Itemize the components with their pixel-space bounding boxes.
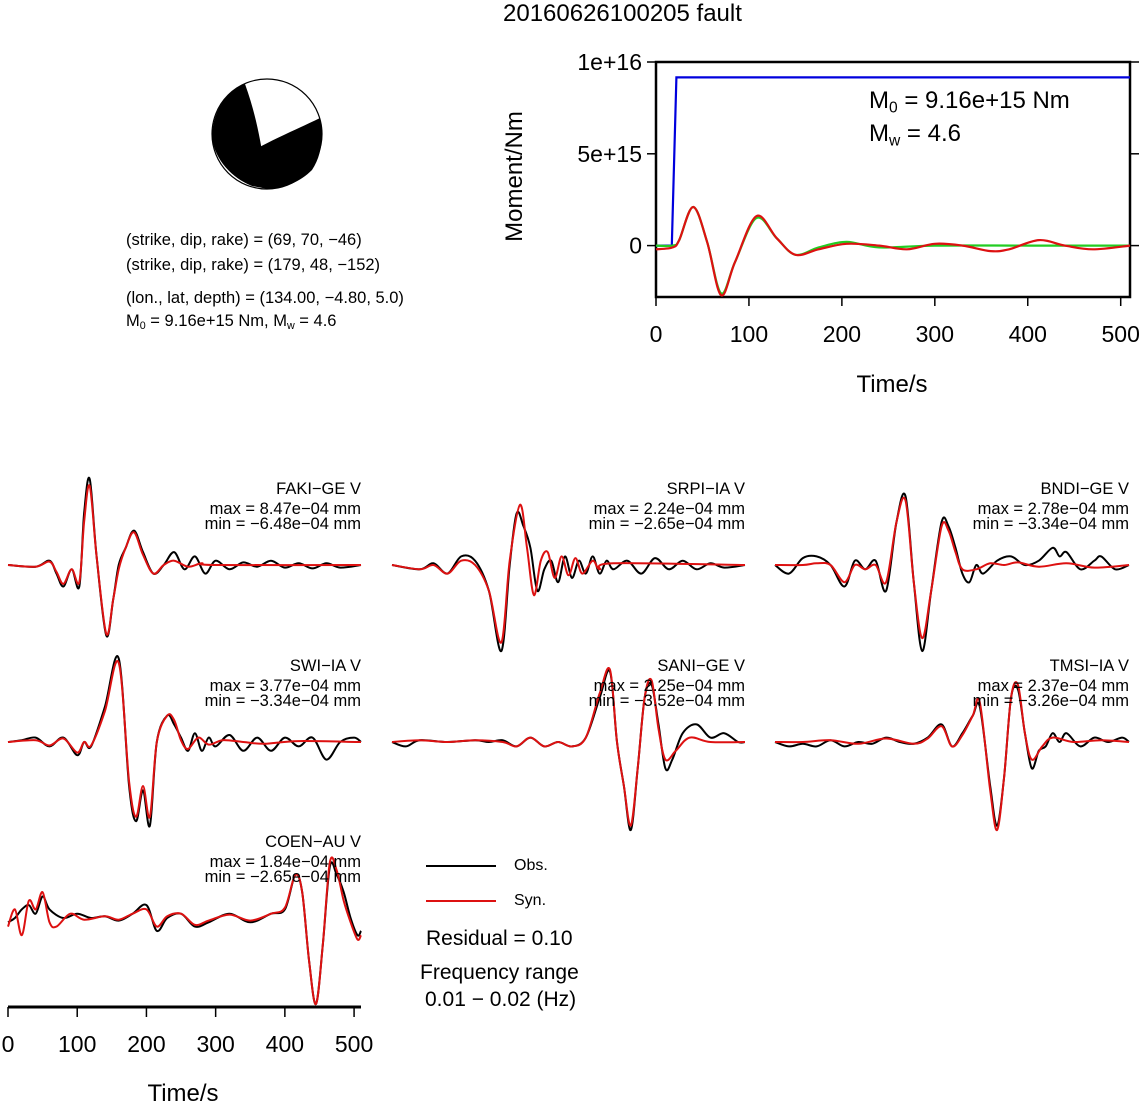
waveform-xlabel: Time/s bbox=[147, 1080, 218, 1104]
beachball-quadrant-2 bbox=[240, 118, 322, 189]
synthetic-waveform bbox=[774, 496, 1130, 640]
station-min: min = −2.65e−04 mm bbox=[589, 515, 745, 533]
nodal-plane-2: (strike, dip, rake) = (179, 48, −152) bbox=[126, 256, 381, 274]
station-min: min = −6.48e−04 mm bbox=[205, 515, 361, 533]
synthetic-waveform bbox=[7, 856, 362, 1006]
station-name: SANI−GE V bbox=[657, 657, 745, 675]
station-max: max = 3.77e−04 mm bbox=[210, 677, 361, 695]
station-min: min = −3.26e−04 mm bbox=[973, 692, 1129, 710]
synthetic-waveform bbox=[7, 484, 362, 636]
magnitude-summary: M0 = 9.16e+15 Nm, Mw = 4.6 bbox=[126, 312, 337, 333]
station-max: max = 1.84e−04 mm bbox=[210, 853, 361, 871]
residual-label: Residual = 0.10 bbox=[426, 927, 573, 950]
synthetic-waveform bbox=[391, 503, 746, 644]
station-max: max = 2.37e−04 mm bbox=[978, 677, 1129, 695]
station-max: max = 2.25e−04 mm bbox=[594, 677, 745, 695]
synthetic-waveform bbox=[7, 659, 362, 819]
moment-series-stf bbox=[655, 205, 1130, 295]
legend-lines bbox=[426, 865, 496, 902]
moment-xtick-label: 500 bbox=[1102, 321, 1140, 347]
beachball bbox=[211, 78, 323, 190]
station-name: COEN−AU V bbox=[265, 833, 361, 851]
station-min: min = −3.52e−04 mm bbox=[589, 692, 745, 710]
moment-annotation-mw: Mw = 4.6 bbox=[869, 120, 961, 150]
frequency-range-label: Frequency range bbox=[420, 961, 579, 984]
station-min: min = −2.65e−04 mm bbox=[205, 868, 361, 886]
waveform-time-axis: 0 100 200 300 400 500 Time/s bbox=[2, 1005, 373, 1104]
waveform-xtick-label: 200 bbox=[127, 1031, 165, 1057]
moment-ytick-label: 0 bbox=[629, 233, 642, 259]
moment-xtick-label: 0 bbox=[650, 321, 663, 347]
synthetic-waveform bbox=[774, 681, 1130, 832]
waveform-xtick-label: 0 bbox=[2, 1031, 15, 1057]
synthetic-waveform bbox=[391, 667, 746, 827]
station-name: BNDI−GE V bbox=[1041, 480, 1130, 498]
frequency-range-value: 0.01 − 0.02 (Hz) bbox=[425, 988, 577, 1011]
station-max: max = 8.47e−04 mm bbox=[210, 500, 361, 518]
waveform-xtick-label: 500 bbox=[335, 1031, 373, 1057]
legend-syn-label: Syn. bbox=[514, 892, 547, 909]
moment-chart: 0 5e+15 1e+16 0 100 200 300 400 500 Time/s Moment/… bbox=[501, 49, 1140, 398]
moment-xtick-label: 200 bbox=[823, 321, 861, 347]
figure-title: 20160626100205 fault bbox=[503, 0, 742, 27]
station-max: max = 2.78e−04 mm bbox=[978, 500, 1129, 518]
legend-obs-label: Obs. bbox=[514, 857, 548, 874]
moment-ytick-label: 5e+15 bbox=[577, 141, 642, 167]
moment-plot-frame bbox=[654, 60, 1132, 299]
moment-ytick-label: 1e+16 bbox=[577, 49, 642, 75]
station-max: max = 2.24e−04 mm bbox=[594, 500, 745, 518]
moment-xtick-label: 300 bbox=[916, 321, 954, 347]
nodal-plane-1: (strike, dip, rake) = (69, 70, −46) bbox=[126, 231, 362, 249]
station-min: min = −3.34e−04 mm bbox=[973, 515, 1129, 533]
moment-xlabel: Time/s bbox=[856, 371, 927, 398]
station-name: SRPI−IA V bbox=[667, 480, 745, 498]
station-name: TMSI−IA V bbox=[1050, 657, 1129, 675]
moment-annotation-m0: M0 = 9.16e+15 Nm bbox=[869, 87, 1070, 117]
waveform-xtick-label: 400 bbox=[266, 1031, 304, 1057]
waveform-xtick-label: 100 bbox=[58, 1031, 96, 1057]
observed-waveform bbox=[391, 510, 746, 653]
station-name: SWI−IA V bbox=[290, 657, 361, 675]
moment-xtick-label: 400 bbox=[1009, 321, 1047, 347]
moment-xtick-label: 100 bbox=[730, 321, 768, 347]
moment-series-stf-synthetic bbox=[655, 205, 1131, 297]
station-min: min = −3.34e−04 mm bbox=[205, 692, 361, 710]
station-name: FAKI−GE V bbox=[276, 480, 361, 498]
moment-ylabel: Moment/Nm bbox=[501, 111, 528, 242]
waveform-xtick-label: 300 bbox=[196, 1031, 234, 1057]
hypocenter-location: (lon., lat, depth) = (134.00, −4.80, 5.0… bbox=[126, 289, 404, 307]
